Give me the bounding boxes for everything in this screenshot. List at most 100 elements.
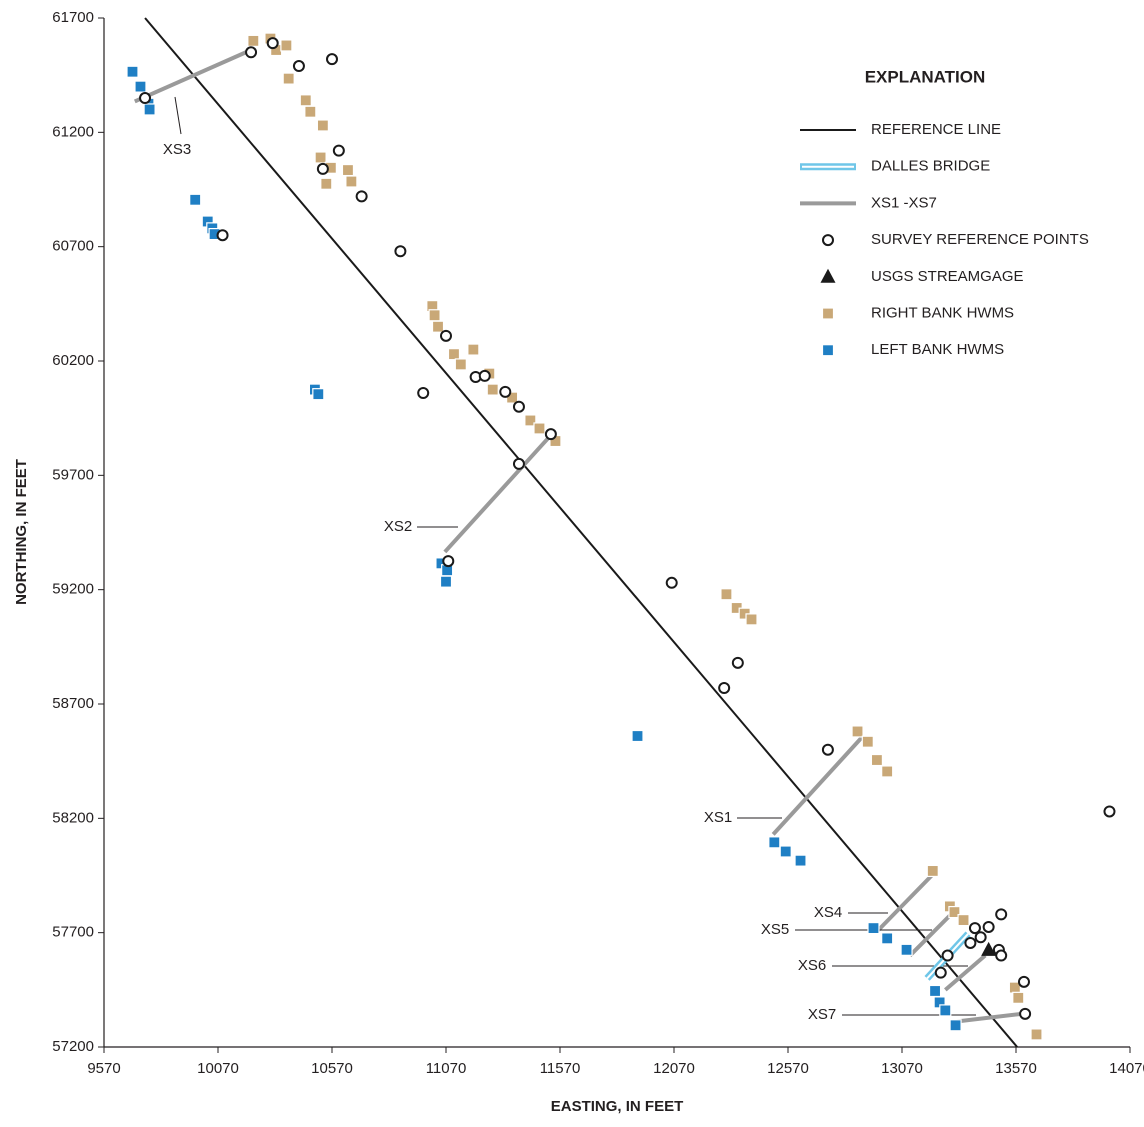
x-tick-label: 13570: [995, 1060, 1037, 1077]
survey-point: [245, 46, 258, 59]
y-tick-label: 60700: [52, 238, 94, 255]
hwm-marker: [345, 175, 358, 188]
hwm-marker: [524, 414, 537, 427]
hwm-marker: [247, 34, 260, 47]
cross-section: [944, 954, 987, 992]
survey-point: [332, 144, 345, 157]
survey-point: [292, 60, 305, 73]
survey-point: [266, 37, 279, 50]
cross-section-label: XS5: [761, 921, 789, 938]
survey-point: [665, 576, 678, 589]
survey-point: [139, 92, 152, 105]
hwm-marker: [312, 388, 325, 401]
legend-symbol: [821, 344, 835, 357]
hwm-marker: [431, 320, 445, 333]
streamgage: [981, 941, 997, 956]
x-tick-label: 11070: [426, 1060, 467, 1077]
x-tick-label: 12570: [767, 1060, 809, 1077]
x-tick-label: 13070: [881, 1060, 923, 1077]
survey-point: [499, 385, 512, 398]
survey-point: [326, 53, 338, 66]
hwm-marker: [316, 119, 329, 132]
survey-point: [478, 369, 491, 382]
hwm-marker: [870, 753, 884, 767]
cross-section-label: XS7: [808, 1006, 836, 1023]
legend-title: EXPLANATION: [865, 67, 986, 86]
cross-section: [876, 868, 939, 932]
y-tick-label: 61700: [52, 9, 94, 26]
hwm-marker: [189, 193, 202, 206]
hwm-marker: [320, 177, 333, 190]
survey-point: [718, 681, 731, 694]
hwm-marker: [447, 348, 461, 361]
y-tick-label: 58200: [52, 809, 94, 826]
hwm-marker: [957, 913, 970, 927]
hwm-marker: [143, 103, 156, 116]
hwm-marker: [631, 729, 644, 743]
hwm-marker: [439, 575, 453, 588]
survey-point: [394, 245, 407, 258]
x-tick-label: 12070: [653, 1060, 695, 1077]
survey-point: [512, 457, 525, 470]
hwm-marker: [720, 588, 733, 601]
x-tick-label: 9570: [87, 1060, 120, 1077]
cross-section-label: XS1: [704, 809, 732, 826]
hwm-marker: [851, 725, 864, 738]
x-tick-label: 14070: [1109, 1060, 1144, 1077]
cross-section-label: XS2: [384, 518, 412, 535]
survey-point: [964, 936, 977, 949]
hwm-marker: [948, 905, 961, 919]
cross-section: [133, 48, 252, 104]
survey-point: [941, 949, 954, 962]
hwm-marker: [533, 422, 546, 435]
hwm-marker: [926, 864, 939, 878]
legend-symbol: [820, 268, 836, 283]
hwm-marker: [486, 383, 499, 396]
hwm-marker: [467, 343, 480, 356]
y-tick-label: 60200: [52, 352, 94, 369]
hwm-marker: [794, 854, 807, 867]
x-tick-label: 11570: [540, 1060, 581, 1077]
survey-point: [995, 908, 1008, 921]
legend-label: REFERENCE LINE: [871, 121, 1001, 138]
survey-point: [731, 656, 744, 669]
survey-point: [1017, 975, 1030, 988]
cross-section-label: XS4: [814, 904, 842, 921]
hwm-marker: [304, 105, 317, 118]
hwm-marker: [341, 163, 355, 177]
x-tick-label: 10070: [197, 1060, 239, 1077]
legend-label: USGS STREAMGAGE: [871, 268, 1024, 285]
survey-point: [1019, 1007, 1032, 1020]
cross-section-label: XS3: [163, 141, 191, 158]
hwm-marker: [1012, 991, 1025, 1004]
hwm-marker: [454, 358, 467, 371]
cross-section: [908, 910, 955, 957]
reference-line: [144, 17, 1018, 1048]
survey-point: [982, 920, 995, 933]
cross-section-label: XS6: [798, 957, 826, 974]
hwm-marker: [881, 932, 894, 945]
survey-point: [512, 400, 525, 413]
y-tick-label: 58700: [52, 695, 94, 712]
y-tick-label: 59200: [52, 581, 94, 598]
hwm-marker: [428, 309, 441, 322]
hwm-marker: [928, 984, 942, 998]
survey-point: [968, 922, 981, 935]
hwm-marker: [779, 845, 792, 858]
hwm-marker: [1030, 1028, 1043, 1041]
survey-point: [442, 555, 455, 568]
hwm-marker: [314, 151, 327, 164]
hwm-marker: [939, 1004, 952, 1017]
survey-point: [316, 162, 329, 175]
survey-point: [216, 229, 229, 242]
legend-symbol: [821, 307, 835, 320]
cross-section: [771, 735, 864, 836]
hwm-marker: [282, 72, 295, 85]
hwm-marker: [134, 80, 147, 93]
legend-symbol: [822, 234, 834, 247]
legend-label: XS1 -XS7: [871, 194, 937, 211]
survey-point: [544, 428, 557, 441]
hwm-marker: [861, 735, 874, 748]
hwm-marker: [867, 921, 880, 935]
